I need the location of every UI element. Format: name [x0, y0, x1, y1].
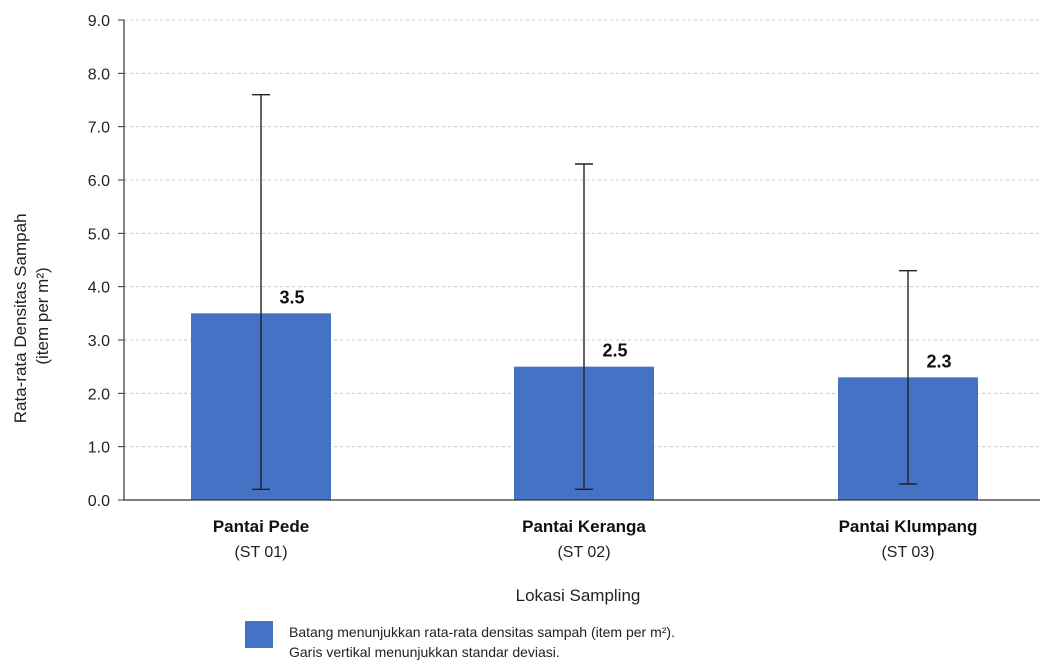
data-label: 2.5 [602, 341, 627, 361]
y-tick-label: 1.0 [88, 440, 110, 457]
y-axis-title-line1: Rata-rata Densitas Sampah [11, 213, 30, 423]
y-tick-label: 6.0 [88, 173, 110, 190]
y-axis-title: Rata-rata Densitas Sampah (item per m²) [11, 209, 52, 424]
x-axis-title: Lokasi Sampling [516, 586, 641, 605]
x-category-label: Pantai Pede [213, 517, 309, 536]
y-tick-label: 9.0 [88, 13, 110, 30]
y-tick-label: 7.0 [88, 120, 110, 137]
x-category-label: Pantai Klumpang [839, 517, 978, 536]
y-tick-label: 0.0 [88, 493, 110, 510]
y-tick-label: 4.0 [88, 280, 110, 297]
y-tick-label: 3.0 [88, 333, 110, 350]
x-category-label: Pantai Keranga [522, 517, 646, 536]
axes [118, 19, 1040, 501]
legend: Batang menunjukkan rata-rata densitas sa… [245, 621, 675, 660]
legend-line2: Garis vertikal menunjukkan standar devia… [289, 644, 560, 660]
y-axis-title-line2: (item per m²) [33, 267, 52, 364]
x-category-code: (ST 03) [881, 544, 934, 561]
data-label: 2.3 [926, 351, 951, 371]
y-tick-label: 8.0 [88, 66, 110, 83]
x-category-code: (ST 02) [557, 544, 610, 561]
legend-swatch [245, 621, 273, 648]
legend-line1: Batang menunjukkan rata-rata densitas sa… [289, 624, 675, 640]
x-category-code: (ST 01) [234, 544, 287, 561]
y-tick-label: 2.0 [88, 386, 110, 403]
labels: 0.0 1.0 2.0 3.0 4.0 5.0 6.0 7.0 8.0 9.0 3.5 Pantai … [88, 13, 978, 561]
error-bars [252, 93, 917, 491]
data-label: 3.5 [279, 287, 304, 307]
y-tick-label: 5.0 [88, 226, 110, 243]
